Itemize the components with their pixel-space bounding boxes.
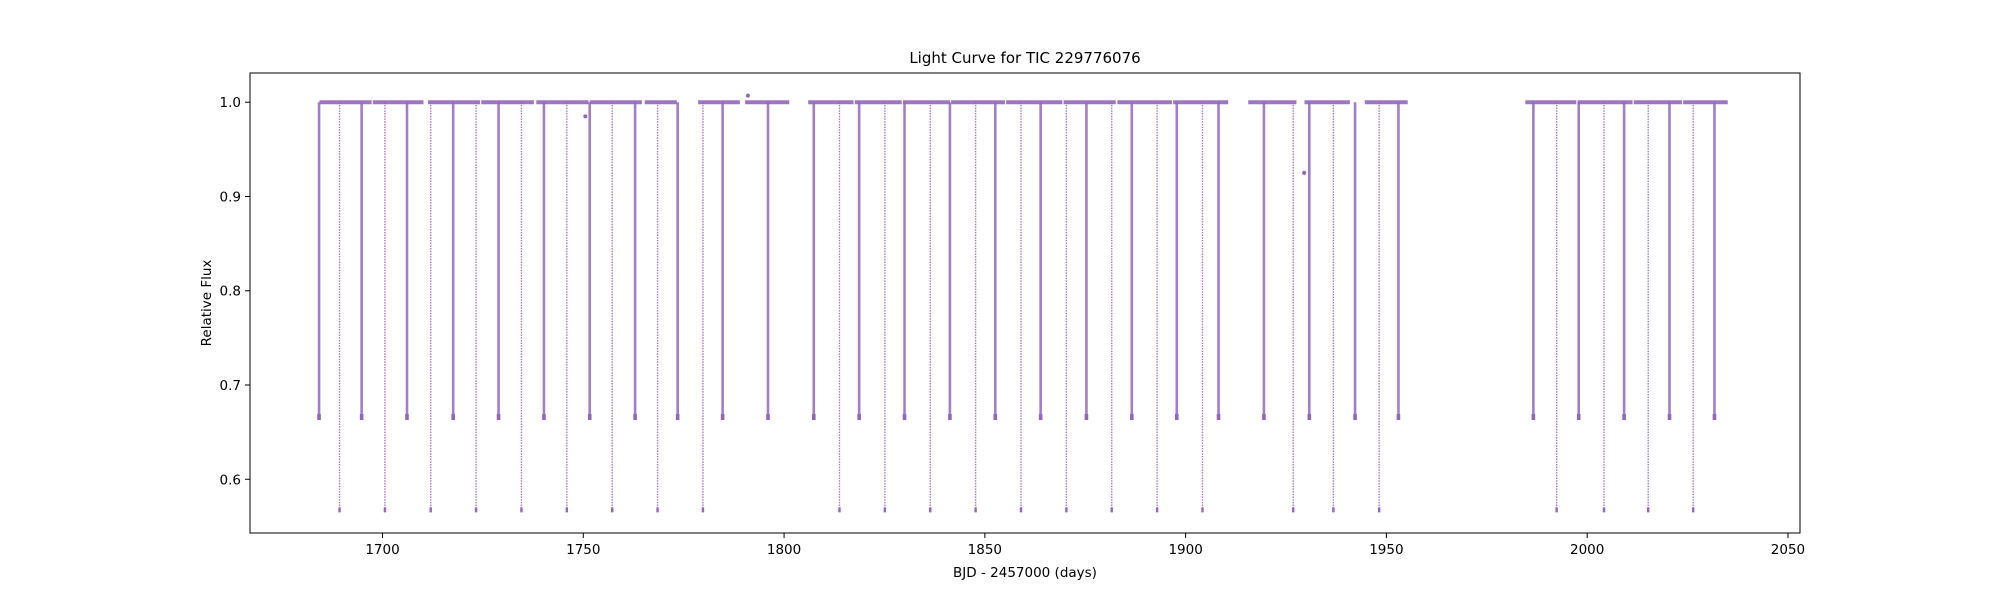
eclipse-minimum bbox=[1555, 507, 1558, 513]
outlier-point bbox=[745, 93, 750, 98]
eclipse-minimum bbox=[1110, 507, 1113, 513]
eclipse-minimum bbox=[383, 507, 387, 513]
eclipse-minimum bbox=[1377, 507, 1381, 513]
eclipse-minimum bbox=[338, 507, 341, 513]
eclipse-minimum bbox=[1647, 507, 1650, 513]
eclipse-minimum bbox=[474, 507, 478, 513]
x-tick-label: 1950 bbox=[1369, 542, 1403, 558]
plot-frame bbox=[249, 72, 1801, 534]
eclipse-minimum bbox=[857, 414, 861, 420]
eclipse-minimum bbox=[317, 414, 321, 420]
eclipse-minimum bbox=[1292, 507, 1295, 513]
eclipse-minimum bbox=[929, 507, 932, 513]
eclipse-minimum bbox=[1216, 414, 1221, 420]
eclipse-minimum bbox=[405, 414, 409, 420]
eclipse-minimum bbox=[1065, 507, 1068, 513]
eclipse-minimum bbox=[1038, 414, 1043, 420]
x-tick-label: 2000 bbox=[1570, 542, 1604, 558]
eclipse-minimum bbox=[359, 414, 364, 420]
eclipse-minimum bbox=[1332, 507, 1335, 513]
eclipse-minimum bbox=[838, 507, 841, 513]
eclipse-minimum bbox=[1622, 414, 1626, 420]
axis-ticks: 1700 1750 1800 1850 1900 1950 2000 2050 0.6 0.7 0.… bbox=[220, 95, 1806, 558]
chart-title: Light Curve for TIC 229776076 bbox=[909, 49, 1140, 67]
eclipse-minimum bbox=[1396, 414, 1401, 420]
eclipse-minimum bbox=[1691, 507, 1695, 513]
eclipse-minimum bbox=[948, 414, 952, 420]
eclipse-minimum bbox=[720, 414, 725, 420]
eclipse-minimum bbox=[993, 414, 998, 420]
eclipse-minimum bbox=[565, 507, 569, 513]
x-tick-label: 1900 bbox=[1168, 542, 1202, 558]
eclipse-minimum bbox=[701, 507, 705, 513]
eclipse-minimum bbox=[883, 507, 887, 513]
y-tick-label: 0.9 bbox=[220, 189, 241, 205]
eclipse-minimum bbox=[1262, 414, 1266, 420]
x-tick-label: 1850 bbox=[968, 542, 1002, 558]
eclipse-minimum bbox=[766, 414, 770, 420]
eclipse-minimum bbox=[1019, 507, 1023, 513]
y-tick-label: 0.7 bbox=[220, 378, 241, 394]
x-axis-label: BJD - 2457000 (days) bbox=[953, 565, 1097, 581]
eclipse-minimum bbox=[1155, 507, 1159, 513]
eclipse-minimum bbox=[1084, 414, 1089, 420]
data-points bbox=[317, 93, 1728, 513]
y-axis-label: Relative Flux bbox=[199, 260, 215, 347]
eclipse-minimum bbox=[1174, 414, 1179, 420]
eclipse-minimum bbox=[1531, 414, 1536, 420]
eclipse-minimum bbox=[429, 507, 432, 513]
eclipse-minimum bbox=[633, 414, 637, 420]
outlier-point bbox=[583, 114, 588, 119]
x-tick-label: 2050 bbox=[1771, 542, 1805, 558]
x-tick-label: 1750 bbox=[566, 542, 600, 558]
eclipse-minimum bbox=[451, 414, 455, 420]
eclipse-minimum bbox=[611, 507, 614, 513]
y-tick-label: 0.8 bbox=[220, 284, 241, 300]
eclipse-minimum bbox=[542, 414, 546, 420]
eclipse-minimum bbox=[811, 414, 816, 420]
eclipse-minimum bbox=[520, 507, 523, 513]
y-tick-label: 0.6 bbox=[220, 472, 241, 488]
eclipse-minimum bbox=[1667, 414, 1672, 420]
eclipse-minimum bbox=[1353, 414, 1357, 420]
eclipse-minimum bbox=[1130, 414, 1134, 420]
eclipse-minimum bbox=[1307, 414, 1312, 420]
eclipse-minimum bbox=[902, 414, 907, 420]
eclipse-minimum bbox=[1712, 414, 1717, 420]
eclipse-minimum bbox=[587, 414, 592, 420]
eclipse-minimum bbox=[974, 507, 977, 513]
eclipse-minimum bbox=[1602, 507, 1606, 513]
eclipse-minimum bbox=[1576, 414, 1581, 420]
x-tick-label: 1700 bbox=[365, 542, 399, 558]
eclipse-minimum bbox=[656, 507, 659, 513]
eclipse-minimum bbox=[1201, 507, 1204, 513]
outlier-point bbox=[1302, 170, 1307, 175]
y-tick-label: 1.0 bbox=[220, 95, 241, 111]
eclipse-minimum bbox=[675, 414, 680, 420]
eclipse-minimum bbox=[496, 414, 501, 420]
x-tick-label: 1800 bbox=[767, 542, 801, 558]
